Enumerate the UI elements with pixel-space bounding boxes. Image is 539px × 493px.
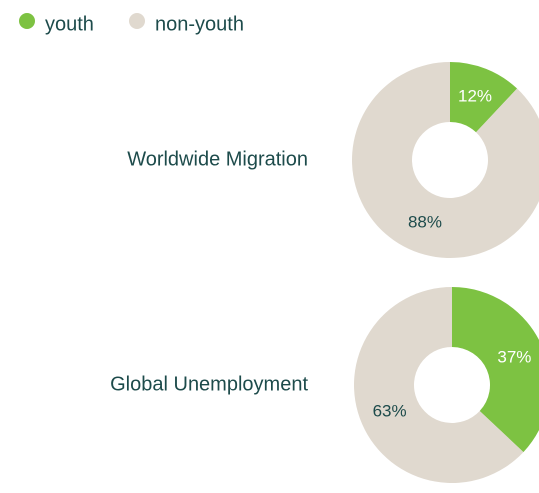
legend-swatch: [19, 13, 35, 29]
chart-label: Global Unemployment: [110, 373, 308, 395]
data-label: 12%: [458, 86, 492, 105]
legend-label: non-youth: [155, 13, 244, 35]
data-label: 37%: [497, 347, 531, 366]
legend-label: youth: [45, 13, 94, 35]
data-label: 88%: [408, 213, 442, 232]
donut-slice: [450, 62, 518, 133]
donut-slice: [352, 62, 539, 258]
legend-swatch: [129, 13, 145, 29]
data-label: 63%: [373, 401, 407, 420]
chart-label: Worldwide Migration: [127, 148, 308, 170]
donut-slice: [452, 287, 539, 453]
donut-slice: [353, 287, 524, 484]
